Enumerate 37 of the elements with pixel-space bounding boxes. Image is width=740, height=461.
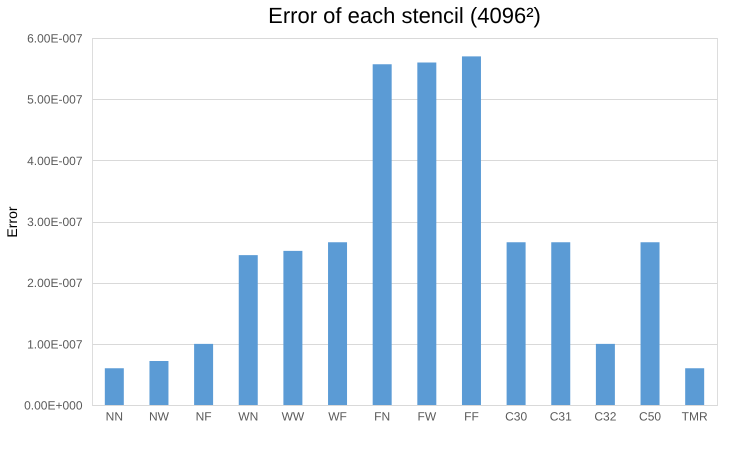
x-tick-label: C32 bbox=[594, 410, 617, 424]
bar bbox=[685, 368, 704, 405]
x-tick-label: WN bbox=[238, 410, 258, 424]
y-axis-title: Error bbox=[4, 206, 20, 238]
bar bbox=[462, 56, 481, 405]
x-tick-label: WW bbox=[282, 410, 305, 424]
x-tick-label: FN bbox=[374, 410, 390, 424]
x-tick-label: C31 bbox=[550, 410, 572, 424]
x-tick-label: NW bbox=[148, 410, 170, 424]
y-tick-label: 0.00E+000 bbox=[24, 398, 83, 412]
y-tick-label: 5.00E-007 bbox=[27, 92, 83, 107]
bar bbox=[194, 344, 214, 405]
y-tick-label: 4.00E-007 bbox=[27, 154, 83, 168]
x-tick-label: WF bbox=[328, 410, 347, 424]
bar bbox=[596, 344, 615, 405]
bar bbox=[328, 242, 348, 405]
bar bbox=[149, 360, 168, 405]
bar bbox=[417, 62, 436, 405]
x-tick-label: FW bbox=[417, 410, 437, 424]
x-tick-label: C30 bbox=[505, 410, 528, 424]
bar bbox=[551, 242, 570, 405]
y-tick-label: 3.00E-007 bbox=[27, 215, 83, 229]
bar bbox=[104, 368, 124, 405]
y-tick-label: 2.00E-007 bbox=[27, 276, 83, 290]
x-tick-label: NN bbox=[106, 410, 123, 424]
bar bbox=[238, 255, 258, 405]
bar bbox=[640, 242, 660, 405]
x-tick-label: TMR bbox=[682, 410, 708, 424]
bar bbox=[283, 250, 302, 405]
x-tick-label: FF bbox=[464, 410, 479, 424]
y-tick-label: 6.00E-007 bbox=[27, 32, 83, 46]
x-tick-label: C50 bbox=[639, 410, 662, 424]
chart-title: Error of each stencil (4096²) bbox=[268, 3, 541, 28]
bar bbox=[506, 242, 526, 405]
y-tick-label: 1.00E-007 bbox=[27, 337, 83, 352]
x-tick-label: NF bbox=[196, 410, 212, 424]
bar bbox=[372, 64, 392, 405]
